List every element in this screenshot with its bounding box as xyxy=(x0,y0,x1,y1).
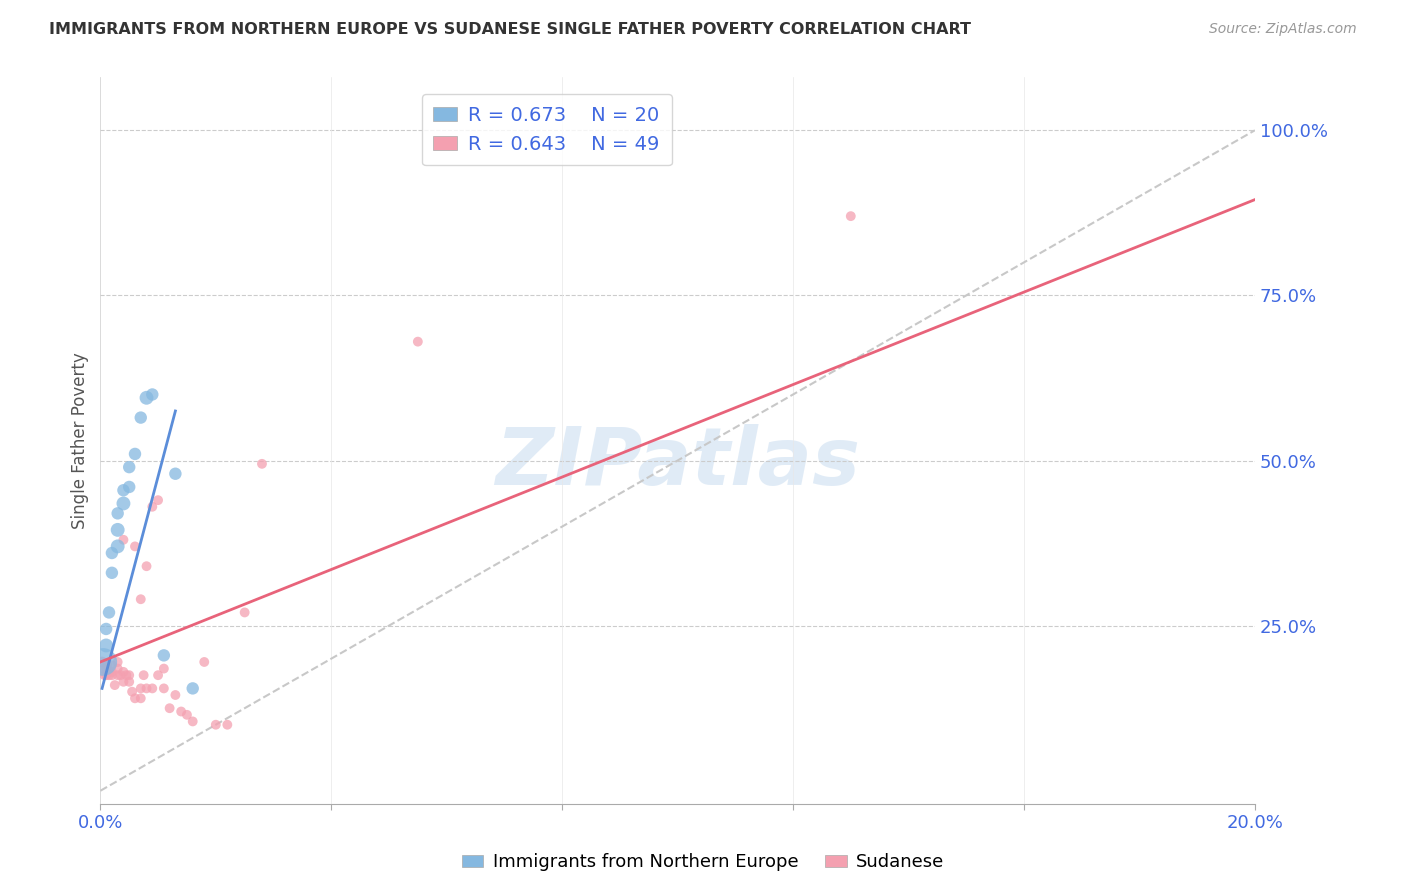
Point xyxy=(112,665,135,679)
Point xyxy=(204,717,226,731)
Point xyxy=(124,540,146,554)
Point xyxy=(91,662,114,676)
Point xyxy=(124,447,146,461)
Point xyxy=(181,681,204,696)
Point xyxy=(135,559,157,574)
Point xyxy=(101,546,124,560)
Point xyxy=(107,655,129,669)
Point xyxy=(839,209,862,223)
Point xyxy=(193,655,215,669)
Legend: R = 0.673    N = 20, R = 0.643    N = 49: R = 0.673 N = 20, R = 0.643 N = 49 xyxy=(422,95,672,166)
Point xyxy=(107,540,129,554)
Point xyxy=(146,668,169,682)
Point xyxy=(118,674,141,689)
Point xyxy=(132,668,155,682)
Point xyxy=(101,566,124,580)
Point xyxy=(159,701,181,715)
Point xyxy=(115,668,138,682)
Point xyxy=(135,681,157,696)
Point xyxy=(233,606,256,620)
Point xyxy=(112,483,135,498)
Y-axis label: Single Father Poverty: Single Father Poverty xyxy=(72,352,89,529)
Point xyxy=(141,681,163,696)
Point xyxy=(101,665,124,679)
Text: ZIPatlas: ZIPatlas xyxy=(495,424,860,501)
Point xyxy=(110,668,132,682)
Point xyxy=(146,493,169,508)
Point xyxy=(98,665,121,679)
Point xyxy=(112,533,135,547)
Point xyxy=(406,334,429,349)
Point xyxy=(101,658,124,673)
Point xyxy=(153,648,176,663)
Legend: Immigrants from Northern Europe, Sudanese: Immigrants from Northern Europe, Sudanes… xyxy=(454,847,952,879)
Point xyxy=(98,668,121,682)
Point xyxy=(124,691,146,706)
Point xyxy=(112,496,135,510)
Point xyxy=(129,410,152,425)
Point xyxy=(129,691,152,706)
Text: Source: ZipAtlas.com: Source: ZipAtlas.com xyxy=(1209,22,1357,37)
Point xyxy=(94,622,117,636)
Point xyxy=(118,668,141,682)
Point xyxy=(101,668,124,682)
Point xyxy=(107,523,129,537)
Point xyxy=(107,507,129,521)
Point xyxy=(153,662,176,676)
Point xyxy=(141,387,163,401)
Point xyxy=(217,717,239,731)
Point xyxy=(104,678,127,692)
Point xyxy=(153,681,176,696)
Point xyxy=(250,457,273,471)
Point xyxy=(91,655,114,669)
Point xyxy=(118,460,141,475)
Point xyxy=(94,662,117,676)
Point xyxy=(129,681,152,696)
Point xyxy=(93,668,115,682)
Point xyxy=(176,707,198,722)
Point xyxy=(94,639,117,653)
Point xyxy=(107,668,129,682)
Point xyxy=(165,467,187,481)
Text: IMMIGRANTS FROM NORTHERN EUROPE VS SUDANESE SINGLE FATHER POVERTY CORRELATION CH: IMMIGRANTS FROM NORTHERN EUROPE VS SUDAN… xyxy=(49,22,972,37)
Point xyxy=(141,500,163,514)
Point xyxy=(165,688,187,702)
Point xyxy=(129,592,152,607)
Point xyxy=(118,480,141,494)
Point xyxy=(181,714,204,729)
Point xyxy=(170,705,193,719)
Point xyxy=(98,606,121,620)
Point xyxy=(135,391,157,405)
Point xyxy=(96,658,118,673)
Point xyxy=(121,684,143,698)
Point xyxy=(107,662,129,676)
Point xyxy=(94,668,117,682)
Point xyxy=(91,655,114,669)
Point xyxy=(112,674,135,689)
